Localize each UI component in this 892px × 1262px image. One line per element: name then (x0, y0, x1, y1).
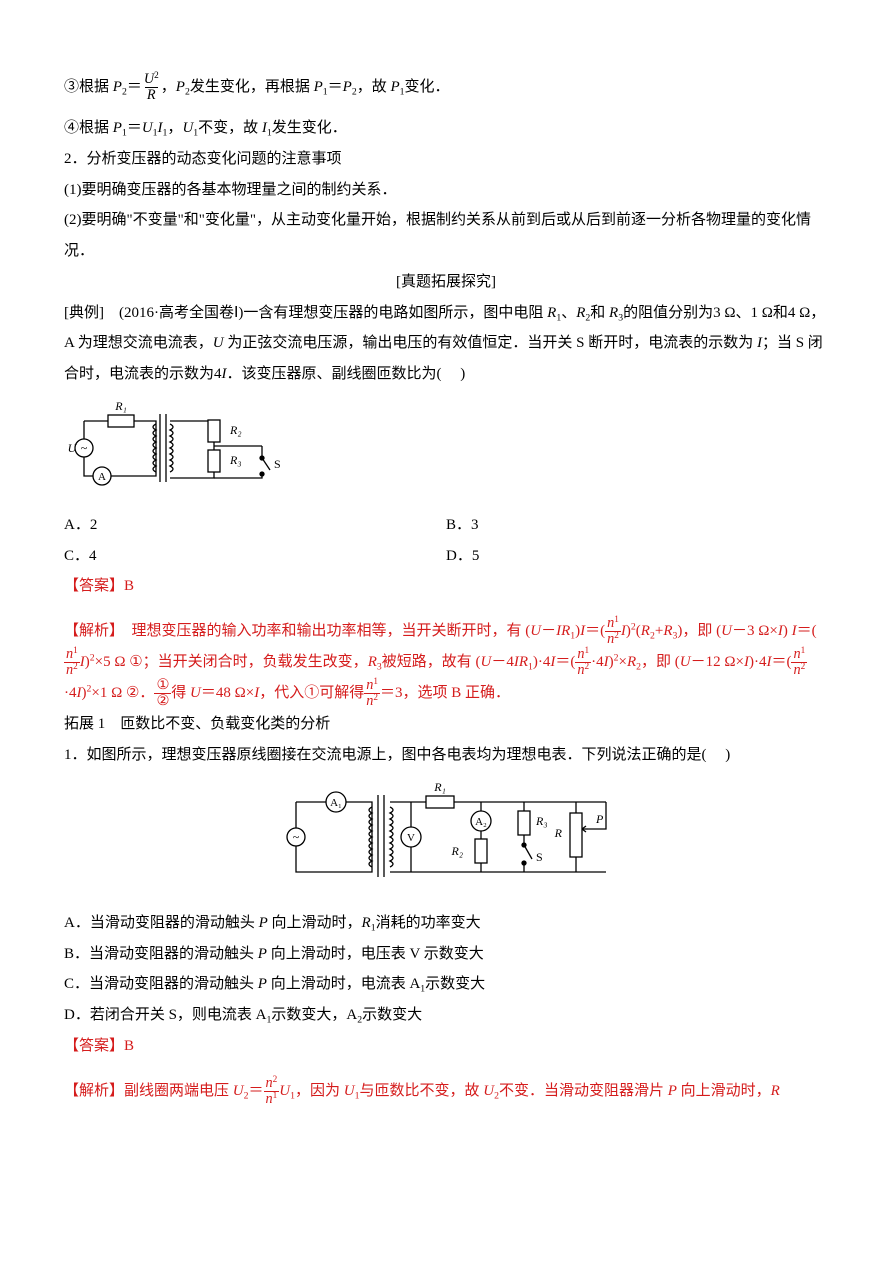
extension-1-title: 拓展 1 匝数比不变、负载变化类的分析 (64, 709, 828, 740)
svg-text:R₂: R₂ (450, 844, 463, 858)
svg-text:A₂: A₂ (475, 816, 487, 828)
svg-text:R₁: R₁ (433, 780, 446, 794)
section-2-point-2: (2)要明确"不变量"和"变化量"，从主动变化量开始，根据制约关系从前到后或从后… (64, 205, 828, 267)
q1-option-c: C．当滑动变阻器的滑动触头 P 向上滑动时，电流表 A1示数变大 (64, 969, 828, 1000)
svg-text:R₂: R₂ (229, 423, 242, 437)
option-b: B．3 (446, 510, 828, 541)
q1-option-d: D．若闭合开关 S，则电流表 A1示数变大，A2示数变大 (64, 1000, 828, 1031)
svg-text:S: S (536, 850, 543, 864)
option-d: D．5 (446, 541, 828, 572)
option-c: C．4 (64, 541, 446, 572)
svg-text:R₃: R₃ (535, 814, 548, 828)
explain-label: 【解析】 (64, 623, 117, 639)
section-2-title: 2．分析变压器的动态变化问题的注意事项 (64, 144, 828, 175)
svg-text:R₁: R₁ (114, 399, 127, 413)
question-1-circuit-diagram: A₁ ~ R₁ V A₂ R₂ R₃ (64, 777, 828, 902)
example-options-row-1: A．2 B．3 (64, 510, 828, 541)
svg-text:R₃: R₃ (229, 453, 242, 467)
svg-text:~: ~ (293, 830, 300, 844)
line-circle-3: ③根据 P2＝U2R，P2发生变化，再根据 P1＝P2，故 P1变化． (64, 72, 828, 103)
svg-text:P: P (595, 812, 604, 826)
section-2-point-1: (1)要明确变压器的各基本物理量之间的制约关系． (64, 175, 828, 206)
svg-text:V: V (407, 832, 415, 844)
q1-explain: 【解析】副线圈两端电压 U2＝n2n1U1，因为 U1与匝数比不变，故 U2不变… (64, 1076, 828, 1107)
svg-text:S: S (274, 457, 281, 471)
example-circuit-diagram: R₁ A ~ U R₂ R₃ S (64, 396, 828, 506)
line-circle-4: ④根据 P1＝U1I1，U1不变，故 I1发生变化． (64, 113, 828, 144)
center-section-title: [真题拓展探究] (64, 267, 828, 298)
example-answer: 【答案】B (64, 571, 828, 602)
example-options-row-2: C．4 D．5 (64, 541, 828, 572)
option-a: A．2 (64, 510, 446, 541)
svg-text:R: R (554, 826, 563, 840)
svg-text:A: A (98, 471, 106, 483)
svg-text:~: ~ (81, 441, 88, 455)
example-explain: 【解析】 理想变压器的输入功率和输出功率相等，当开关断开时，有 (U－IR1)I… (64, 616, 828, 709)
q1-answer: 【答案】B (64, 1031, 828, 1062)
svg-text:U: U (68, 441, 78, 455)
q1-explain-label: 【解析】 (64, 1083, 124, 1099)
example-body: [典例] (2016·高考全国卷Ⅰ)一含有理想变压器的电路如图所示，图中电阻 R… (64, 298, 828, 390)
q1-option-b: B．当滑动变阻器的滑动触头 P 向上滑动时，电压表 V 示数变大 (64, 939, 828, 970)
svg-text:A₁: A₁ (330, 797, 342, 809)
q1-option-a: A．当滑动变阻器的滑动触头 P 向上滑动时，R1消耗的功率变大 (64, 908, 828, 939)
question-1-body: 1．如图所示，理想变压器原线圈接在交流电源上，图中各电表均为理想电表．下列说法正… (64, 740, 828, 771)
